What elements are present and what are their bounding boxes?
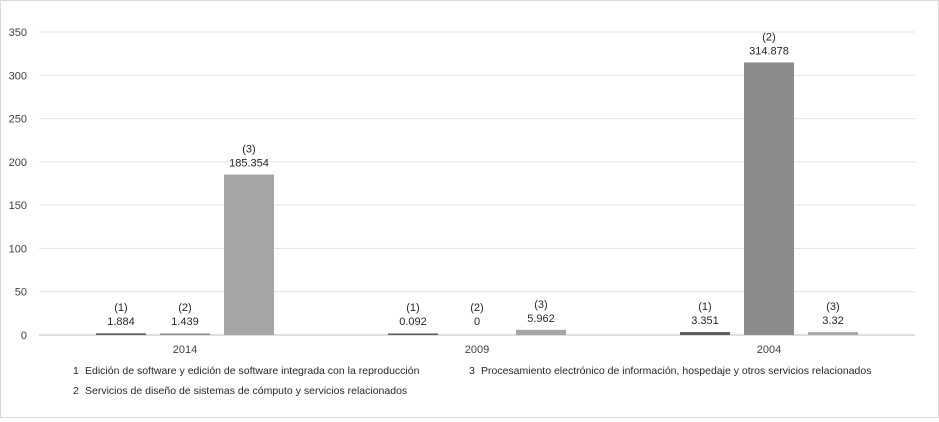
series-key-label: (3) — [242, 144, 255, 156]
bar-2014-series-1 — [96, 333, 146, 335]
y-tick-label: 200 — [9, 157, 27, 169]
legend-number: 3 — [469, 365, 475, 377]
series-key-label: (1) — [406, 302, 419, 314]
y-axis: 0 50 100 150 200 250 300 350 — [9, 27, 27, 342]
legend-number: 1 — [73, 365, 79, 377]
series-key-label: (2) — [470, 302, 483, 314]
series-key-label: (1) — [114, 302, 127, 314]
x-category-label: 2004 — [757, 344, 781, 356]
data-label: 5.962 — [527, 313, 555, 325]
legend: 1 Edición de software y edición de softwa… — [73, 365, 871, 397]
x-category-label: 2009 — [465, 344, 489, 356]
data-label: 3.32 — [822, 315, 843, 327]
y-tick-label: 100 — [9, 243, 27, 255]
y-tick-label: 50 — [15, 287, 27, 299]
legend-text: Procesamiento electrónico de información… — [481, 365, 871, 377]
bar-2004-series-3 — [808, 332, 858, 335]
legend-text: Edición de software y edición de softwar… — [85, 365, 420, 377]
series-key-label: (3) — [534, 299, 547, 311]
bar-2009-series-3 — [516, 329, 566, 335]
y-tick-label: 250 — [9, 114, 27, 126]
data-label: 1.884 — [107, 316, 135, 328]
bar-2014-series-3 — [224, 174, 274, 335]
y-tick-label: 350 — [9, 27, 27, 39]
data-labels: (1) 1.884 (2) 1.439 (3) 185.354 (1) 0.092 (2) 0 (3… — [107, 31, 843, 328]
bar-2004-series-1 — [680, 332, 730, 335]
bars — [96, 62, 858, 336]
x-category-label: 2014 — [173, 344, 197, 356]
bar-2014-series-2 — [160, 333, 210, 335]
series-key-label: (2) — [762, 31, 775, 43]
series-key-label: (1) — [698, 301, 711, 313]
y-tick-label: 0 — [21, 330, 27, 342]
legend-text: Servicios de diseño de sistemas de cómpu… — [85, 385, 407, 397]
series-key-label: (3) — [826, 301, 839, 313]
gridlines — [39, 31, 915, 336]
y-tick-label: 300 — [9, 70, 27, 82]
y-tick-label: 150 — [9, 200, 27, 212]
data-label: 185.354 — [229, 158, 269, 170]
bar-2004-series-2 — [744, 62, 794, 336]
series-key-label: (2) — [178, 302, 191, 314]
data-label: 314.878 — [749, 45, 789, 57]
data-label: 0 — [474, 316, 480, 328]
x-axis: 2014 2009 2004 — [173, 344, 781, 356]
legend-number: 2 — [73, 385, 79, 397]
data-label: 1.439 — [171, 316, 199, 328]
bar-2009-series-1 — [388, 333, 438, 335]
data-label: 0.092 — [399, 316, 427, 328]
data-label: 3.351 — [691, 315, 719, 327]
